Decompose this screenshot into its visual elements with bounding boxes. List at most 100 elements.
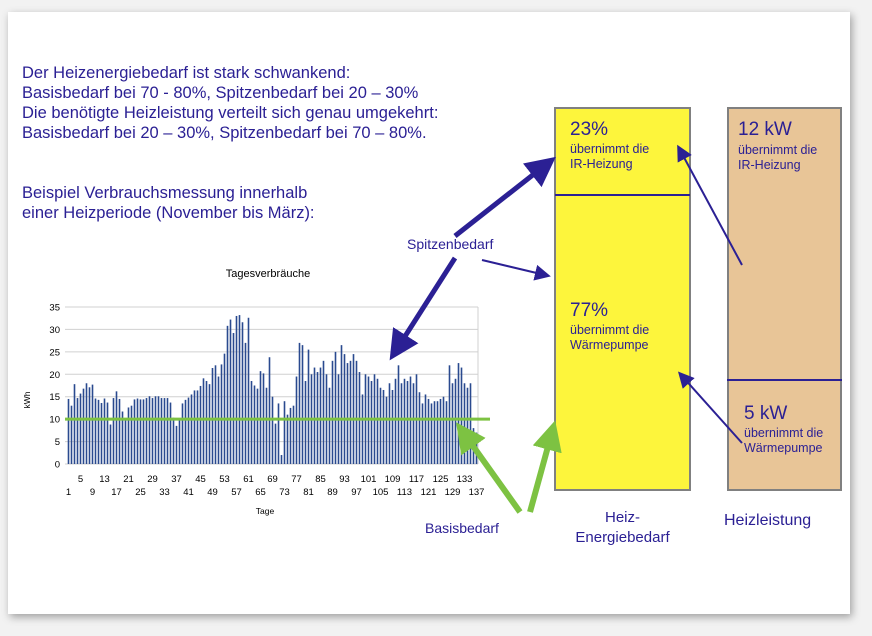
bar [268,357,271,464]
bar [151,398,154,464]
bar [214,365,217,464]
x-tick-label: 33 [159,487,170,498]
bar [142,399,145,464]
heating-power-box [727,107,842,491]
bar [88,387,91,464]
bar [100,402,103,464]
bar [289,407,292,464]
x-tick-label: 89 [327,487,338,498]
y-tick-label: 10 [49,415,60,426]
y-tick-label: 15 [49,392,60,403]
y-tick-label: 25 [49,347,60,358]
bar [70,405,73,464]
bar [178,419,181,464]
x-tick-label: 25 [135,487,146,498]
bar [283,401,286,464]
bar [286,414,289,464]
bar [220,364,223,464]
spitzenbedarf-label: Spitzenbedarf [407,236,494,252]
bar [265,387,268,464]
bar [181,403,184,464]
x-tick-label: 9 [90,487,95,498]
x-axis-label: Tage [256,506,275,516]
x-tick-label: 81 [303,487,314,498]
arrow-5kw-to-77 [677,371,743,444]
bar [376,378,379,464]
bar [430,403,433,464]
bar [277,403,280,464]
bar [460,367,463,464]
bar [319,367,322,464]
energy-demand-box [554,107,691,491]
ir-power-text: IR-Heizung [738,158,801,172]
ir-power-value: 12 kW [738,119,792,140]
bar [223,353,226,464]
ir-share-text: IR-Heizung [570,157,633,171]
bar [346,363,349,464]
x-tick-label: 137 [469,487,485,498]
bar [172,417,175,464]
bar [76,398,79,464]
ir-power-text: übernimmt die [738,143,818,157]
bar [127,407,130,464]
bar [229,319,232,464]
bar [82,388,85,464]
x-tick-label: 57 [231,487,242,498]
bar [85,383,88,464]
bar [67,398,70,464]
bar [355,360,358,464]
bar [448,365,451,464]
ir-share-value: 23% [570,119,609,140]
arrow-basis-to-box [527,420,562,513]
bar [313,367,316,464]
x-tick-label: 17 [111,487,122,498]
bar [352,354,355,464]
bar [169,402,172,464]
wp-share-text: Wärmepumpe [570,338,649,352]
bar [145,398,148,464]
y-tick-label: 35 [49,303,60,314]
bar [139,399,142,464]
energy-title: Heiz- Energiebedarf [554,508,691,548]
bar [202,378,205,464]
bar [397,365,400,464]
x-tick-label: 53 [219,474,230,485]
bar [130,405,133,464]
bar [187,397,190,464]
bar [121,411,124,464]
bar [379,387,382,464]
bar [256,388,259,464]
x-tick-label: 129 [445,487,461,498]
ir-share-text: übernimmt die [570,142,650,156]
bar [103,398,106,464]
bar [403,378,406,464]
x-tick-label: 97 [351,487,362,498]
x-tick-label: 65 [255,487,266,498]
bar [199,385,202,464]
x-tick-label: 5 [78,474,83,485]
bar [238,315,241,464]
x-tick-label: 1 [66,487,71,498]
x-tick-label: 117 [409,474,424,485]
bar [253,385,256,464]
bar [244,342,247,464]
bar [280,455,283,464]
bar [301,345,304,464]
y-tick-label: 0 [55,460,60,471]
bar [340,345,343,464]
bar [388,383,391,464]
power-title: Heizleistung [724,512,812,529]
bar [211,368,214,464]
x-tick-label: 85 [315,474,326,485]
bar [442,396,445,464]
bar [250,381,253,464]
bar [124,419,127,464]
x-tick-label: 121 [421,487,437,498]
bar [235,315,238,464]
bar [175,425,178,464]
y-tick-label: 20 [49,370,60,381]
bar [406,381,409,464]
bar [418,392,421,464]
